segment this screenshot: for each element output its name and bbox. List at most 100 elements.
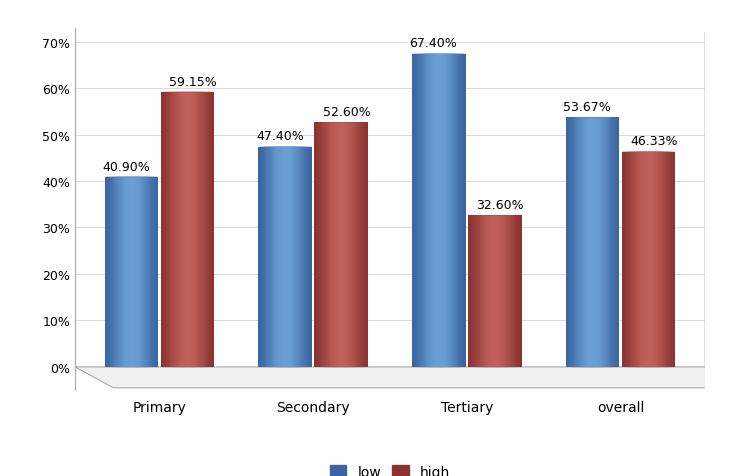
- Bar: [465, 55, 466, 367]
- Bar: [281, 147, 283, 367]
- Bar: [623, 152, 624, 367]
- Bar: [192, 93, 193, 367]
- Bar: [451, 55, 452, 367]
- Bar: [645, 152, 646, 367]
- Bar: [292, 147, 293, 367]
- Bar: [456, 55, 457, 367]
- Bar: [362, 123, 363, 367]
- Bar: [340, 123, 341, 367]
- Bar: [325, 123, 326, 367]
- Bar: [363, 123, 364, 367]
- Bar: [174, 93, 175, 367]
- Bar: [211, 93, 212, 367]
- Bar: [631, 152, 632, 367]
- Bar: [417, 55, 419, 367]
- Bar: [354, 123, 355, 367]
- Bar: [105, 178, 106, 367]
- Bar: [444, 55, 446, 367]
- Bar: [584, 118, 585, 367]
- Bar: [643, 152, 644, 367]
- Bar: [602, 118, 603, 367]
- Bar: [188, 93, 189, 367]
- Bar: [669, 152, 670, 367]
- Bar: [511, 216, 512, 367]
- Bar: [318, 123, 319, 367]
- Bar: [332, 123, 333, 367]
- Bar: [366, 123, 368, 367]
- Bar: [569, 118, 570, 367]
- Bar: [269, 147, 270, 367]
- Bar: [419, 55, 420, 367]
- Bar: [502, 216, 503, 367]
- Bar: [112, 178, 113, 367]
- Bar: [519, 216, 520, 367]
- Bar: [665, 152, 667, 367]
- Bar: [597, 118, 598, 367]
- Bar: [355, 123, 356, 367]
- Bar: [274, 147, 275, 367]
- Bar: [573, 118, 574, 367]
- Bar: [486, 216, 487, 367]
- Bar: [585, 118, 586, 367]
- Bar: [320, 123, 322, 367]
- Bar: [190, 93, 191, 367]
- Bar: [570, 118, 571, 367]
- Bar: [179, 93, 180, 367]
- Bar: [365, 123, 366, 367]
- Bar: [121, 178, 122, 367]
- Ellipse shape: [105, 177, 158, 178]
- Bar: [122, 178, 124, 367]
- Bar: [503, 216, 504, 367]
- Bar: [149, 178, 150, 367]
- Bar: [487, 216, 488, 367]
- Bar: [438, 55, 439, 367]
- Bar: [337, 123, 338, 367]
- Bar: [574, 118, 575, 367]
- Bar: [350, 123, 351, 367]
- Bar: [128, 178, 129, 367]
- Bar: [433, 55, 434, 367]
- Bar: [147, 178, 148, 367]
- Bar: [422, 55, 423, 367]
- Bar: [279, 147, 280, 367]
- Bar: [634, 152, 635, 367]
- Bar: [506, 216, 507, 367]
- Bar: [271, 147, 272, 367]
- Bar: [306, 147, 307, 367]
- Bar: [316, 123, 317, 367]
- Bar: [297, 147, 298, 367]
- Bar: [499, 216, 500, 367]
- Bar: [458, 55, 460, 367]
- Text: 67.40%: 67.40%: [410, 37, 458, 50]
- Bar: [604, 118, 605, 367]
- Bar: [315, 123, 316, 367]
- Bar: [601, 118, 602, 367]
- Bar: [461, 55, 462, 367]
- Bar: [497, 216, 499, 367]
- Bar: [194, 93, 195, 367]
- Bar: [124, 178, 125, 367]
- Bar: [261, 147, 262, 367]
- Bar: [118, 178, 119, 367]
- Bar: [307, 147, 308, 367]
- Bar: [472, 216, 473, 367]
- Bar: [640, 152, 641, 367]
- Bar: [448, 55, 449, 367]
- Bar: [111, 178, 112, 367]
- Bar: [426, 55, 427, 367]
- Bar: [425, 55, 426, 367]
- Bar: [191, 93, 192, 367]
- Bar: [614, 118, 615, 367]
- Bar: [200, 93, 201, 367]
- Bar: [152, 178, 153, 367]
- Bar: [120, 178, 121, 367]
- Bar: [150, 178, 152, 367]
- Bar: [176, 93, 177, 367]
- Bar: [304, 147, 305, 367]
- Bar: [624, 152, 626, 367]
- Bar: [146, 178, 147, 367]
- Bar: [488, 216, 490, 367]
- Bar: [513, 216, 514, 367]
- Bar: [346, 123, 347, 367]
- Bar: [501, 216, 502, 367]
